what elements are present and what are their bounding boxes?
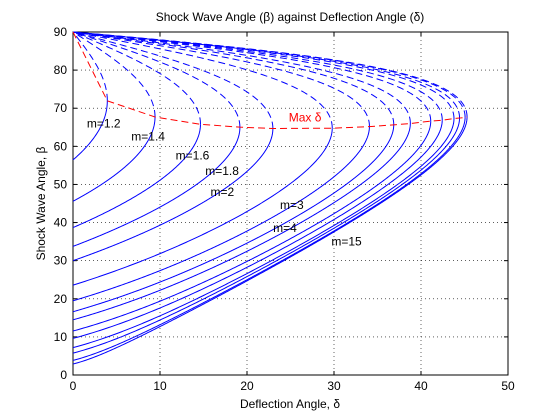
- y-axis-title: Shock Wave Angle, β: [34, 146, 48, 260]
- mach-curve-strong-branch: [72, 31, 370, 127]
- max-deflection-line: [72, 31, 468, 130]
- x-tick-label: 30: [327, 379, 341, 393]
- mach-curve-label: m=3: [280, 198, 304, 212]
- mach-curve-label: m=2: [210, 185, 234, 199]
- mach-curve-strong-branch: [72, 31, 432, 122]
- mach-curve-weak-branch: [72, 117, 466, 361]
- mach-curve-strong-branch: [72, 31, 274, 129]
- y-tick-label: 0: [60, 368, 67, 382]
- mach-curve-strong-branch: [72, 31, 201, 125]
- x-tick-label: 40: [414, 379, 428, 393]
- max-deflection-curve: [72, 31, 468, 130]
- mach-curve-strong-branch: [72, 31, 108, 101]
- mach-curve-weak-branch: [72, 120, 443, 339]
- mach-curves: [72, 31, 468, 365]
- axis-ticks: 0 10 20 30 40 50 0 10 20 30 40 50 60 70 80 90: [54, 25, 515, 393]
- mach-curve-label: m=1.6: [176, 149, 210, 163]
- y-tick-label: 80: [54, 63, 68, 77]
- y-tick-label: 60: [54, 139, 68, 153]
- curve-labels: m=1.2 m=1.4 m=1.6m=1.8 m=2 m=3 m=4 m=15 Max δ: [87, 111, 362, 249]
- mach-curve-strong-branch: [72, 31, 461, 119]
- mach-curve-strong-branch: [72, 31, 443, 121]
- y-tick-label: 30: [54, 254, 68, 268]
- y-tick-label: 40: [54, 216, 68, 230]
- y-tick-label: 20: [54, 292, 68, 306]
- mach-curve-weak-branch: [72, 123, 411, 321]
- y-tick-label: 70: [54, 101, 68, 115]
- x-tick-label: 0: [70, 379, 77, 393]
- mach-curve-strong-branch: [72, 31, 156, 117]
- mach-curve-label: m=15: [331, 234, 362, 248]
- mach-curve-strong-branch: [72, 31, 241, 128]
- max-deflection-label: Max δ: [289, 111, 322, 125]
- y-tick-label: 90: [54, 25, 68, 39]
- mach-curve-weak-branch: [72, 124, 395, 313]
- y-tick-label: 50: [54, 177, 68, 191]
- grid-lines: [73, 32, 508, 375]
- y-tick-label: 10: [54, 330, 68, 344]
- mach-curve-weak-branch: [72, 128, 333, 286]
- mach-curve-weak-branch: [72, 100, 108, 161]
- mach-curve-weak-branch: [72, 124, 201, 229]
- mach-curve-label: m=1.4: [131, 130, 165, 144]
- mach-curve-strong-branch: [72, 31, 395, 125]
- mach-curve-strong-branch: [72, 31, 468, 118]
- x-tick-label: 50: [501, 379, 515, 393]
- mach-curve-weak-branch: [72, 116, 156, 202]
- mach-curve-weak-branch: [72, 127, 241, 247]
- mach-curve-strong-branch: [72, 31, 333, 129]
- mach-curve-strong-branch: [72, 31, 466, 118]
- mach-curve-weak-branch: [72, 117, 468, 365]
- x-axis-title: Deflection Angle, δ: [240, 397, 340, 411]
- mach-curve-weak-branch: [72, 126, 370, 302]
- mach-curve-label: m=4: [273, 221, 297, 235]
- mach-curve-weak-branch: [72, 121, 432, 332]
- mach-curve-label: m=1.8: [205, 164, 239, 178]
- mach-curve-weak-branch: [72, 118, 461, 354]
- mach-curve-weak-branch: [72, 118, 455, 349]
- x-tick-label: 20: [240, 379, 254, 393]
- x-tick-label: 10: [153, 379, 167, 393]
- mach-curve-label: m=1.2: [87, 116, 121, 130]
- mach-curve-weak-branch: [72, 128, 274, 262]
- chart-title: Shock Wave Angle (β) against Deflection …: [156, 10, 425, 24]
- mach-curve-strong-branch: [72, 31, 411, 124]
